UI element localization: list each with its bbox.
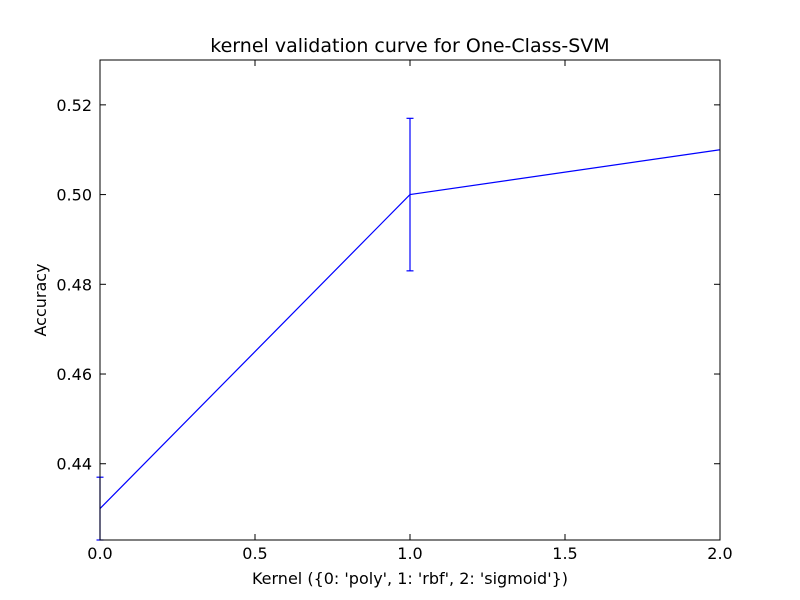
y-axis-label: Accuracy xyxy=(31,263,50,336)
y-tick-label: 0.52 xyxy=(56,96,92,115)
x-tick-label: 0.0 xyxy=(87,544,112,563)
x-axis-label: Kernel ({0: 'poly', 1: 'rbf', 2: 'sigmoi… xyxy=(252,569,568,588)
plot-frame xyxy=(99,59,721,541)
axis-tick-labels: 0.0 0.5 1.0 1.5 2.0 0.44 0.46 0.48 0.50 0.52 xyxy=(56,96,732,563)
x-tick-label: 2.0 xyxy=(707,544,732,563)
y-tick-label: 0.48 xyxy=(56,275,92,294)
chart-title: kernel validation curve for One-Class-SV… xyxy=(210,35,609,57)
y-tick-label: 0.46 xyxy=(56,365,92,384)
x-tick-label: 0.5 xyxy=(242,544,267,563)
x-tick-label: 1.5 xyxy=(552,544,577,563)
axis-ticks xyxy=(99,60,721,540)
y-tick-label: 0.50 xyxy=(56,186,92,205)
y-tick-label: 0.44 xyxy=(56,455,92,474)
x-tick-label: 1.0 xyxy=(397,544,422,563)
